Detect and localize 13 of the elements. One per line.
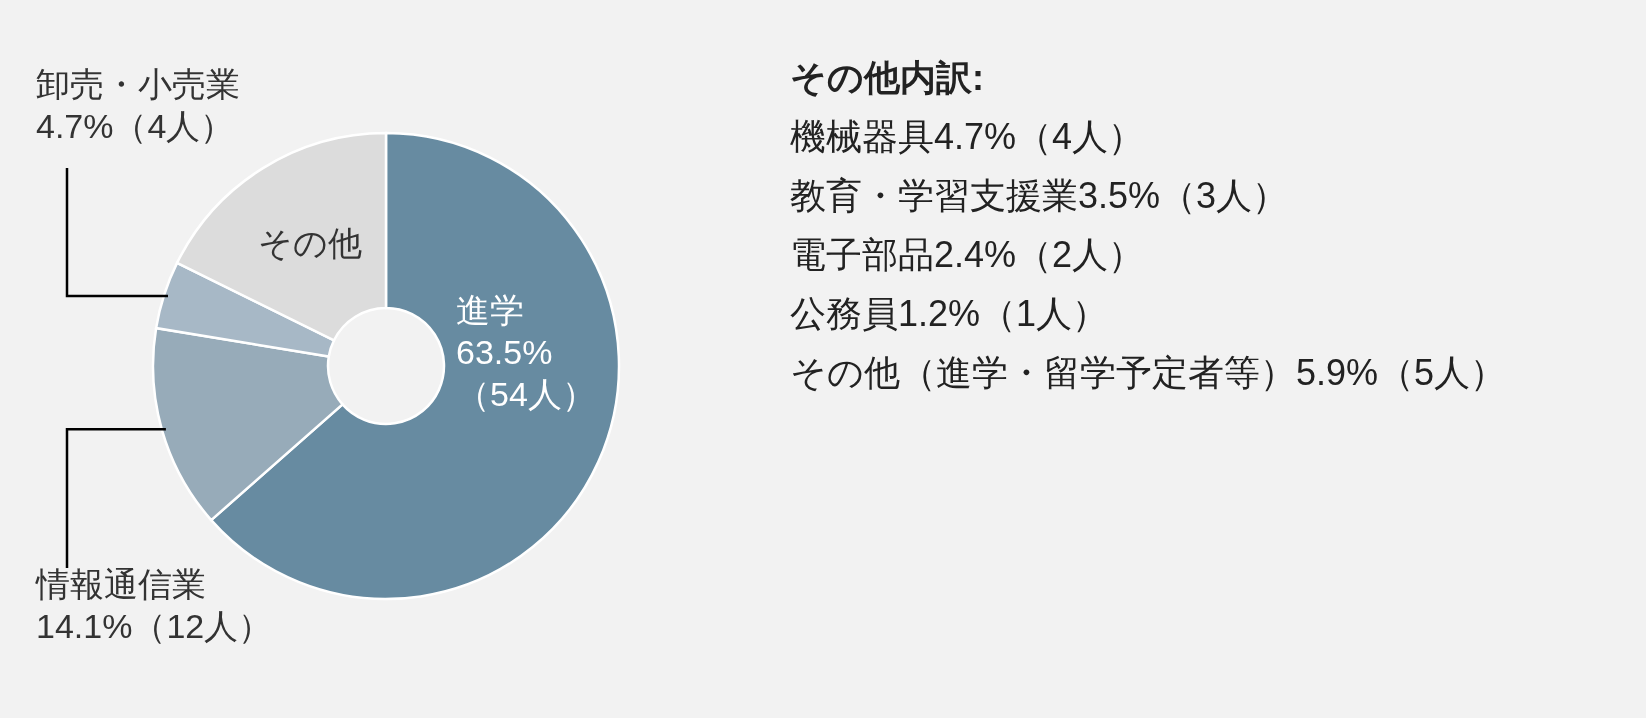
text: その他内訳: — [790, 57, 984, 98]
slice-label: 情報通信業 — [35, 565, 206, 603]
text: 教育・学習支援業3.5%（3人） — [790, 175, 1289, 216]
slice-label: 卸売・小売業 — [36, 65, 240, 103]
text: 電子部品2.4%（2人） — [790, 234, 1145, 275]
text: 公務員1.2%（1人） — [790, 293, 1109, 334]
data-label: 4.7%（4人） — [36, 107, 235, 145]
data-label: 14.1%（12人） — [36, 607, 273, 645]
slice-label: その他 — [257, 224, 362, 263]
slice-label: 進学 — [456, 291, 524, 329]
data-label: 63.5%（54人） — [456, 333, 596, 413]
text: 機械器具4.7%（4人） — [790, 116, 1145, 157]
text: その他（進学・留学予定者等）5.9%（5人） — [790, 352, 1507, 393]
